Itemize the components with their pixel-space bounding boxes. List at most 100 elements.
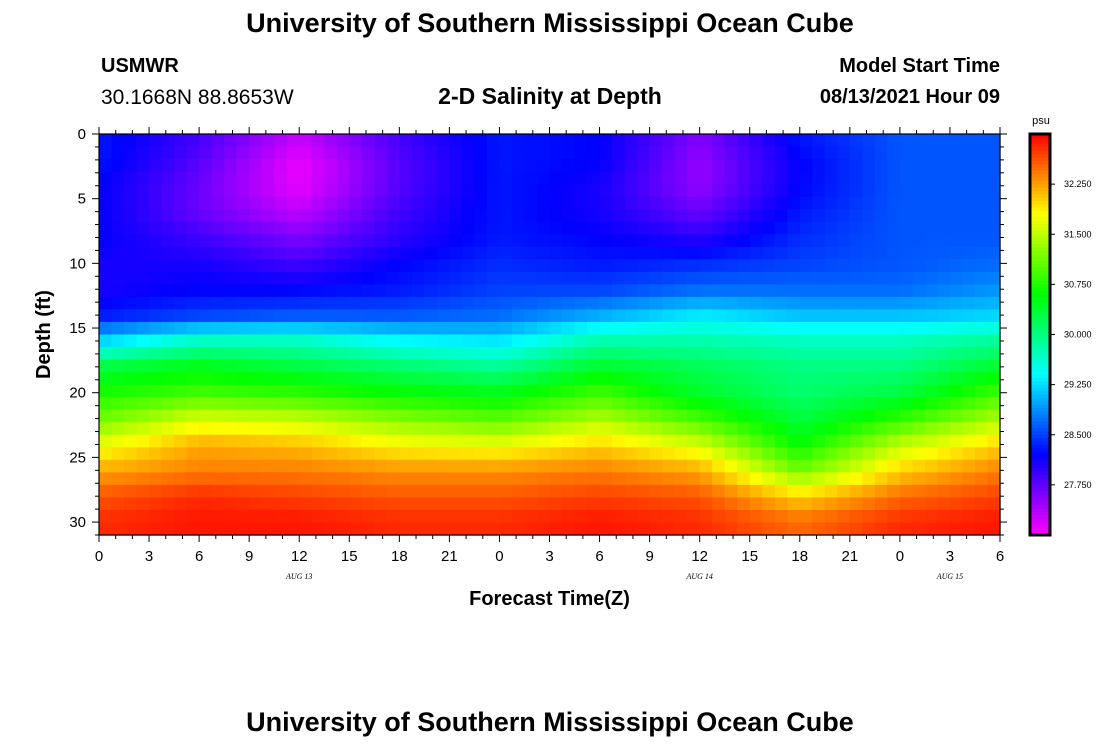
- heatmap-cell: [99, 259, 113, 273]
- heatmap-cell: [924, 347, 939, 361]
- heatmap-cell: [712, 184, 726, 198]
- heatmap-cell: [562, 334, 576, 348]
- heatmap-cell: [974, 434, 989, 448]
- heatmap-cell: [136, 284, 150, 298]
- heatmap-cell: [261, 209, 275, 223]
- heatmap-cell: [274, 384, 288, 398]
- heatmap-cell: [849, 372, 863, 386]
- heatmap-cell: [912, 472, 926, 486]
- heatmap-cell: [749, 459, 763, 473]
- heatmap-cell: [662, 472, 676, 486]
- heatmap-cell: [336, 159, 350, 173]
- heatmap-cell: [174, 284, 188, 298]
- heatmap-cell: [486, 334, 501, 348]
- heatmap-cell: [749, 134, 763, 148]
- heatmap-cell: [374, 447, 388, 461]
- heatmap-cell: [461, 459, 476, 473]
- heatmap-cell: [774, 409, 788, 423]
- heatmap-cell: [562, 409, 576, 423]
- heatmap-cell: [887, 497, 901, 511]
- heatmap-cell: [211, 372, 225, 386]
- heatmap-cell: [912, 397, 926, 411]
- heatmap-cell: [136, 309, 150, 323]
- heatmap-cell: [612, 209, 626, 223]
- heatmap-cell: [924, 397, 939, 411]
- colorbar-swatch: [1030, 434, 1050, 439]
- heatmap-cell: [712, 296, 726, 311]
- heatmap-cell: [361, 209, 375, 223]
- heatmap-cell: [511, 271, 526, 285]
- heatmap-cell: [887, 159, 901, 173]
- heatmap-cell: [599, 246, 613, 260]
- heatmap-cell: [299, 484, 313, 499]
- heatmap-cell: [962, 259, 976, 273]
- heatmap-cell: [136, 259, 150, 273]
- heatmap-cell: [161, 134, 175, 148]
- heatmap-cell: [724, 134, 738, 148]
- heatmap-cell: [549, 359, 563, 373]
- colorbar-swatch: [1030, 184, 1050, 189]
- heatmap-cell: [136, 484, 150, 499]
- heatmap-cell: [511, 259, 526, 273]
- heatmap-cell: [511, 309, 526, 323]
- heatmap-cell: [924, 497, 939, 511]
- heatmap-cell: [449, 334, 463, 348]
- heatmap-cell: [411, 522, 425, 536]
- heatmap-cell: [937, 171, 951, 185]
- heatmap-cell: [111, 459, 125, 473]
- heatmap-cell: [587, 347, 601, 361]
- heatmap-cell: [124, 434, 138, 448]
- heatmap-cell: [724, 347, 738, 361]
- heatmap-cell: [199, 184, 213, 198]
- heatmap-cell: [161, 472, 175, 486]
- heatmap-cell: [374, 134, 388, 148]
- heatmap-cell: [399, 196, 413, 210]
- heatmap-cell: [799, 347, 813, 361]
- colorbar-swatch: [1030, 498, 1050, 503]
- heatmap-cell: [124, 221, 138, 235]
- heatmap-cell: [812, 459, 826, 473]
- heatmap-cell: [974, 497, 989, 511]
- heatmap-cell: [962, 271, 976, 285]
- heatmap-cell: [461, 372, 476, 386]
- heatmap-cell: [599, 334, 613, 348]
- heatmap-cell: [812, 159, 826, 173]
- heatmap-cell: [574, 397, 588, 411]
- heatmap-cell: [336, 184, 350, 198]
- heatmap-cell: [974, 209, 989, 223]
- heatmap-cell: [274, 497, 288, 511]
- heatmap-cell: [324, 459, 338, 473]
- heatmap-cell: [386, 497, 400, 511]
- heatmap-cell: [874, 309, 888, 323]
- heatmap-cell: [949, 522, 964, 536]
- heatmap-cell: [812, 146, 826, 160]
- heatmap-cell: [637, 159, 651, 173]
- heatmap-cell: [624, 522, 638, 536]
- heatmap-cell: [461, 497, 476, 511]
- heatmap-cell: [174, 434, 188, 448]
- heatmap-cell: [186, 196, 200, 210]
- colorbar-swatch: [1030, 451, 1050, 456]
- heatmap-cell: [624, 209, 638, 223]
- heatmap-cell: [962, 159, 976, 173]
- heatmap-cell: [987, 234, 1001, 248]
- heatmap-cell: [249, 146, 263, 160]
- heatmap-cell: [124, 459, 138, 473]
- heatmap-cell: [286, 347, 300, 361]
- heatmap-cell: [912, 284, 926, 298]
- heatmap-cell: [511, 209, 526, 223]
- heatmap-cell: [111, 472, 125, 486]
- heatmap-cell: [224, 159, 238, 173]
- heatmap-cell: [712, 159, 726, 173]
- heatmap-cell: [299, 171, 313, 185]
- heatmap-cell: [799, 234, 813, 248]
- heatmap-cell: [887, 246, 901, 260]
- heatmap-cell: [499, 522, 513, 536]
- heatmap-cell: [336, 209, 350, 223]
- heatmap-cell: [199, 434, 213, 448]
- heatmap-cell: [874, 347, 888, 361]
- heatmap-cell: [662, 284, 676, 298]
- heatmap-cell: [111, 334, 125, 348]
- heatmap-cell: [962, 409, 976, 423]
- heatmap-cell: [674, 159, 688, 173]
